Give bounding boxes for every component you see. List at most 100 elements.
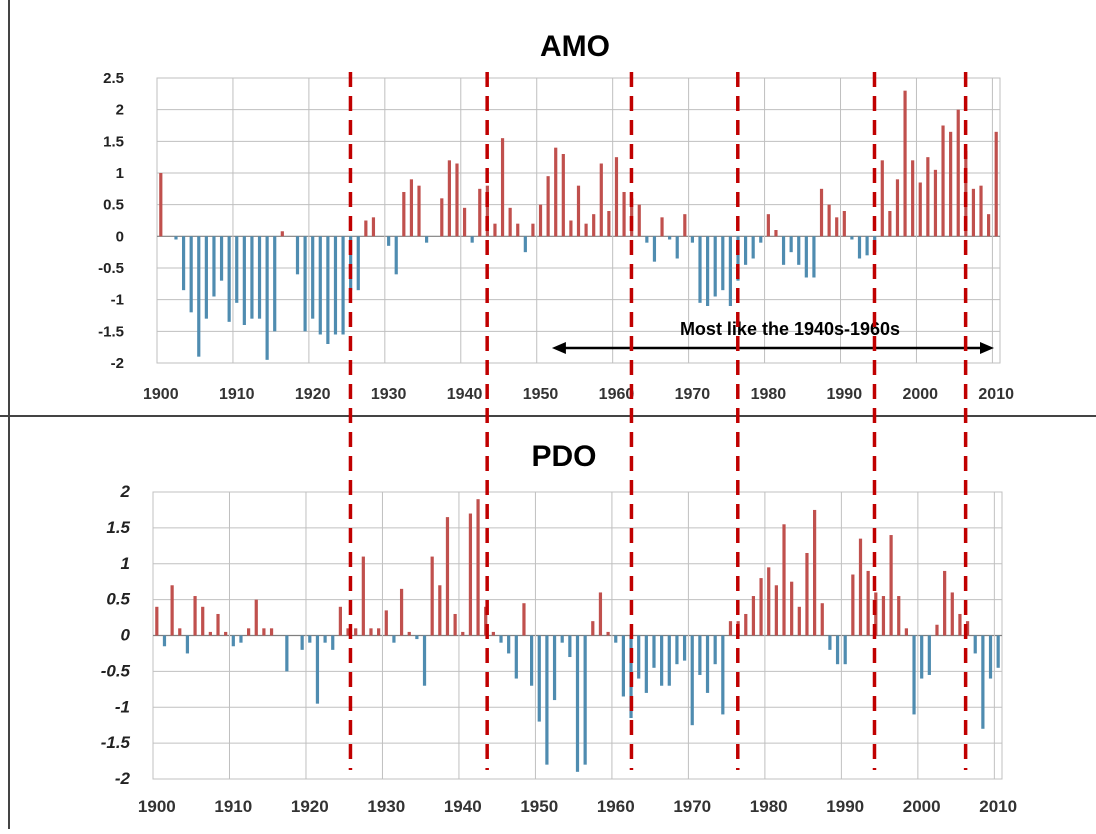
amo-bar (941, 125, 945, 237)
pdo-bar (224, 631, 228, 636)
pdo-xtick-label: 2000 (903, 797, 941, 816)
pdo-bar (973, 635, 977, 654)
pdo-bar (438, 585, 442, 636)
amo-bar (425, 236, 429, 243)
pdo-bar (988, 635, 993, 679)
pdo-bar (797, 606, 801, 636)
amo-bar (987, 214, 991, 237)
amo-bar (994, 131, 998, 237)
amo-bar (865, 236, 869, 256)
amo-bar (637, 204, 641, 237)
pdo-bar (178, 628, 182, 636)
amo-bar (880, 160, 884, 237)
pdo-bar (522, 603, 526, 636)
amo-xtick-label: 1940 (447, 386, 483, 403)
amo-bar (356, 236, 360, 291)
amo-bar (918, 182, 922, 237)
amo-ytick-label: -1.5 (98, 323, 124, 340)
amo-bar (888, 211, 892, 237)
pdo-bar (530, 635, 534, 686)
pdo-bar (721, 635, 725, 715)
amo-bar (903, 90, 907, 237)
pdo-bar (201, 606, 205, 636)
pdo-bar (767, 567, 771, 636)
pdo-bar (652, 635, 656, 668)
pdo-xtick-label: 1920 (291, 797, 329, 816)
amo-bar (812, 236, 816, 278)
amo-bar (440, 198, 444, 237)
amo-bar (766, 214, 770, 237)
amo-chart: 2.5 2 1.5 1 0.5 0 -0.5 -1 -1.5 -2 1900 1910 1920 1930… (98, 70, 1014, 403)
pdo-bar (377, 628, 381, 636)
pdo-bar (981, 635, 985, 729)
pdo-bar (912, 635, 916, 715)
pdo-bar (927, 635, 931, 675)
amo-bar (728, 236, 732, 306)
amo-ytick-label: -0.5 (98, 260, 124, 277)
pdo-bar (308, 635, 312, 643)
amo-bar (956, 109, 960, 237)
pdo-bar (361, 556, 365, 636)
amo-bar (508, 207, 512, 237)
pdo-bar (247, 628, 251, 636)
pdo-bar (254, 599, 258, 636)
pdo-bar (828, 635, 832, 650)
amo-bar (668, 236, 672, 240)
pdo-bar (422, 635, 427, 686)
amo-bar (804, 236, 808, 278)
pdo-bar (614, 635, 618, 643)
pdo-bar (943, 570, 947, 636)
amo-bar (303, 236, 307, 332)
pdo-bar (193, 596, 197, 636)
pdo-bar (675, 635, 679, 665)
pdo-bar (537, 635, 541, 722)
amo-bar (242, 236, 246, 325)
amo-xtick-label: 1970 (675, 386, 711, 403)
pdo-bar (468, 513, 473, 636)
amo-bar (159, 173, 163, 237)
pdo-bar (958, 613, 962, 636)
pdo-ytick-label: 0 (121, 626, 131, 645)
amo-ytick-label: 0 (116, 228, 124, 245)
pdo-bar (843, 635, 847, 665)
pdo-ytick-label: 1.5 (106, 518, 130, 537)
amo-bar (417, 185, 421, 237)
amo-bar (227, 236, 231, 322)
amo-bar (736, 236, 740, 281)
pdo-bar (430, 556, 434, 636)
amo-bar (500, 138, 505, 237)
amo-bar (751, 236, 755, 259)
amo-bar (235, 236, 239, 303)
pdo-xtick-label: 2010 (979, 797, 1017, 816)
amo-bar (645, 236, 649, 243)
amo-bar (599, 163, 603, 237)
amo-bar (743, 236, 748, 265)
pdo-xtick-label: 1930 (367, 797, 405, 816)
pdo-bar (231, 635, 235, 647)
amo-ytick-label: 1 (116, 165, 124, 182)
amo-bar (592, 214, 596, 237)
amo-ytick-label: 2.5 (103, 70, 124, 87)
amo-bar (774, 230, 778, 237)
amo-bar (295, 236, 300, 275)
pdo-xtick-label: 1940 (444, 797, 482, 816)
pdo-bar (690, 635, 694, 726)
amo-bar (470, 236, 474, 243)
pdo-bar (897, 596, 901, 636)
annotation-arrow-right-head (980, 342, 994, 354)
pdo-bar (881, 596, 886, 636)
pdo-ytick-label: 0.5 (106, 590, 130, 609)
pdo-bar (461, 631, 465, 636)
pdo-bar (315, 635, 320, 704)
amo-bar (265, 236, 269, 360)
pdo-xtick-label: 1910 (214, 797, 252, 816)
amo-bar (690, 236, 695, 243)
amo-bar (523, 236, 527, 253)
amo-bar (181, 236, 186, 291)
amo-xtick-label: 2000 (902, 386, 938, 403)
amo-bar (212, 236, 216, 297)
amo-bar (341, 236, 345, 335)
pdo-bar (813, 509, 817, 636)
pdo-bar (759, 578, 763, 636)
